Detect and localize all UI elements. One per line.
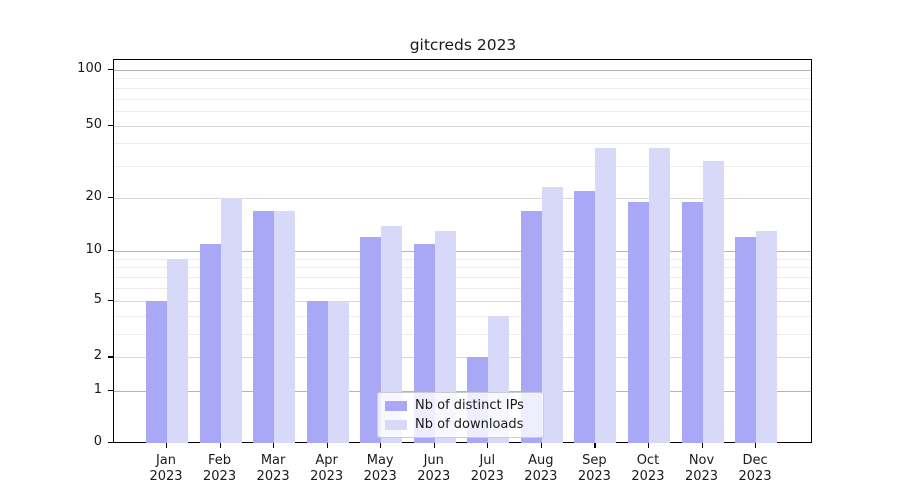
x-tick-label-may: May 2023 [363,453,397,484]
x-tick-label-jun: Jun 2023 [417,453,451,484]
x-tick-label-aug: Aug 2023 [524,453,558,484]
x-tick-label-oct: Oct 2023 [631,453,665,484]
bar-feb-ips [199,243,221,443]
chart-title: gitcreds 2023 [409,36,517,54]
legend-row-distinct-ips: Nb of distinct IPs [385,398,535,413]
x-tick-label-dec: Dec 2023 [738,453,772,484]
x-tick-label-nov: Nov 2023 [684,453,719,484]
x-tick-mark-oct [647,443,650,448]
x-tick-mark-jun [433,443,435,448]
y-tick-label-20: 20 [85,189,102,205]
y-tick-mark-10 [108,250,113,252]
gridline-80 [114,87,811,89]
x-tick-mark-apr [326,443,328,448]
gridline-50 [114,125,811,127]
downloads-swatch-icon [385,419,407,430]
x-tick-mark-jul [487,443,489,448]
x-tick-mark-mar [273,443,275,448]
bar-may-ips [360,237,382,443]
gridline-70 [114,98,811,100]
y-tick-label-50: 50 [85,116,102,132]
bar-apr-ips [306,300,328,443]
gridline-9 [114,258,811,260]
bar-dec-downloads [756,231,778,443]
x-tick-mark-may [380,443,382,448]
gridline-6 [114,288,811,290]
bar-jan-ips [146,300,167,443]
gridline-8 [114,267,811,269]
bar-nov-ips [681,202,703,443]
gridline-60 [114,110,811,112]
gridline-7 [114,277,811,279]
x-tick-label-sep: Sep 2023 [577,453,611,484]
bar-feb-downloads [220,198,242,443]
gridline-20 [114,198,811,200]
gridline-30 [114,166,811,168]
bar-aug-downloads [541,187,563,443]
gridline-5 [114,300,811,302]
x-tick-label-mar: Mar 2023 [256,453,290,484]
bar-mar-ips [253,210,275,443]
gridline-2 [114,357,811,359]
x-tick-label-feb: Feb 2023 [203,453,237,484]
bar-jun-downloads [434,231,456,443]
y-tick-mark-1 [108,389,113,391]
bar-nov-downloads [702,161,724,443]
x-tick-mark-jan [166,443,168,448]
bar-oct-ips [627,202,649,443]
y-tick-mark-0 [108,442,113,444]
gridline-4 [114,315,811,317]
x-tick-label-jul: Jul 2023 [470,453,504,484]
x-tick-mark-dec [755,443,757,448]
x-tick-mark-feb [219,443,221,448]
legend-label-ips: Nb of distinct IPs [415,398,524,413]
bar-sep-downloads [595,147,617,443]
y-tick-label-5: 5 [93,291,102,307]
y-tick-mark-5 [108,299,113,301]
bar-apr-downloads [327,300,349,443]
x-tick-mark-sep [594,443,596,448]
x-tick-label-jan: Jan 2023 [149,453,183,484]
bar-aug-ips [520,210,542,443]
x-tick-mark-aug [540,443,543,448]
plot-area [113,59,812,443]
gridline-100 [114,69,811,71]
legend-label-downloads: Nb of downloads [415,417,524,432]
y-tick-mark-100 [108,68,113,70]
gridline-10 [114,251,811,253]
bar-may-downloads [381,225,403,443]
gridline-90 [114,78,811,80]
y-tick-label-0: 0 [93,434,102,449]
bar-sep-ips [574,190,596,443]
bar-mar-downloads [274,210,296,443]
x-tick-mark-nov [701,443,703,448]
y-tick-mark-50 [108,124,113,126]
y-tick-label-10: 10 [85,242,102,258]
y-tick-mark-20 [108,197,113,199]
y-tick-label-2: 2 [93,348,102,364]
bar-dec-ips [735,237,757,443]
bar-jan-downloads [167,258,188,443]
x-tick-label-apr: Apr 2023 [310,453,344,484]
legend: Nb of distinct IPs Nb of downloads [377,392,544,438]
gridline-40 [114,143,811,145]
y-tick-mark-2 [108,356,113,358]
y-tick-label-1: 1 [93,381,102,397]
y-tick-label-100: 100 [77,60,102,76]
bar-oct-downloads [648,147,670,443]
gridline-3 [114,333,811,335]
gridline-1 [114,390,811,392]
legend-row-downloads: Nb of downloads [385,417,535,432]
ips-swatch-icon [385,400,407,411]
